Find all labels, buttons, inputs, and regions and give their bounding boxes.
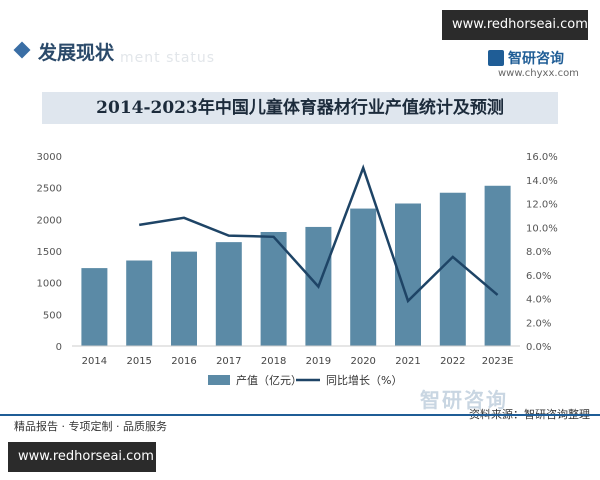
section-ghost-subtitle: ment status	[120, 50, 216, 66]
right-tick-label: 2.0%	[526, 318, 551, 329]
growth-line	[139, 164, 499, 304]
x-tick-label: 2014	[82, 356, 107, 367]
bar	[350, 208, 377, 346]
right-tick-label: 16.0%	[526, 152, 558, 163]
left-tick-label: 0	[56, 342, 62, 353]
chart-title: 2014-2023年中国儿童体育器材行业产值统计及预测	[96, 98, 504, 118]
legend-label-bar: 产值（亿元）	[236, 373, 302, 387]
x-tick-label: 2016	[171, 356, 196, 367]
brand-logo-icon	[488, 50, 504, 66]
section-title: 发展现状	[38, 42, 115, 64]
right-tick-label: 10.0%	[526, 223, 558, 234]
right-axis: 0.0% 2.0% 4.0% 6.0% 8.0% 10.0% 12.0% 14.0% 16.0%	[526, 152, 558, 353]
bar	[484, 185, 511, 346]
footer-tagline: 精品报告 · 专项定制 · 品质服务	[14, 420, 167, 433]
x-axis: 2014 2015 2016 2017 2018 2019 2020 2021 2022 2023…	[82, 356, 514, 367]
bar	[260, 232, 287, 346]
x-tick-label: 2020	[350, 356, 375, 367]
brand-logo-name: 智研咨询	[508, 51, 564, 67]
brand-logo: 智研咨询 www.chyxx.com	[488, 48, 592, 82]
x-tick-label: 2015	[126, 356, 151, 367]
legend-label-line: 同比增长（%）	[326, 373, 402, 387]
top-url-banner[interactable]: www.redhorseai.com	[442, 10, 588, 40]
legend-swatch-bar	[208, 375, 230, 385]
left-tick-label: 2500	[37, 184, 62, 195]
x-tick-label: 2019	[306, 356, 331, 367]
right-tick-label: 8.0%	[526, 247, 551, 258]
bar	[126, 260, 153, 346]
bottom-url-banner[interactable]: www.redhorseai.com	[8, 442, 156, 472]
chart-svg: 0 500 1000 1500 2000 2500 3000 0.0% 2.0% 4.0% 6.0…	[37, 152, 558, 387]
legend: 产值（亿元） 同比增长（%）	[208, 373, 402, 387]
chart-title-bar: 2014-2023年中国儿童体育器材行业产值统计及预测	[42, 92, 558, 124]
watermark-logo: 智研咨询	[420, 388, 508, 412]
x-tick-label: 2022	[440, 356, 465, 367]
x-tick-label: 2017	[216, 356, 241, 367]
right-tick-label: 0.0%	[526, 342, 551, 353]
right-tick-label: 12.0%	[526, 200, 558, 211]
left-tick-label: 2000	[37, 215, 62, 226]
bar	[215, 242, 242, 346]
right-tick-label: 14.0%	[526, 176, 558, 187]
bar	[171, 251, 197, 346]
bar	[81, 268, 108, 346]
brand-logo-url: www.chyxx.com	[498, 68, 579, 79]
bar-series	[81, 185, 511, 346]
x-tick-label: 2018	[261, 356, 286, 367]
right-tick-label: 6.0%	[526, 271, 551, 282]
footer-divider	[0, 414, 600, 438]
left-axis: 0 500 1000 1500 2000 2500 3000	[37, 152, 62, 353]
x-tick-label: 2023E	[482, 356, 514, 367]
left-tick-label: 3000	[37, 152, 62, 163]
left-tick-label: 1000	[37, 279, 62, 290]
right-tick-label: 4.0%	[526, 295, 551, 306]
x-tick-label: 2021	[395, 356, 420, 367]
left-tick-label: 1500	[37, 247, 62, 258]
left-tick-label: 500	[43, 310, 62, 321]
bar	[439, 192, 466, 346]
